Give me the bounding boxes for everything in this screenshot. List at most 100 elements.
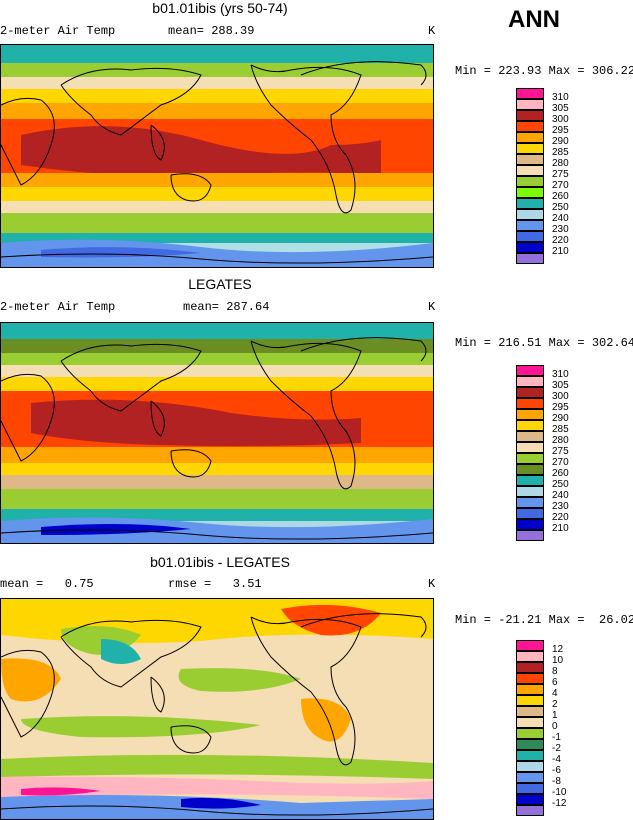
panel-2-swatch-0	[516, 365, 544, 376]
panel-2-mean: mean= 287.64	[183, 300, 270, 314]
panel-2-legend-label: 295	[552, 402, 569, 413]
panel-2-legend-label: 275	[552, 446, 569, 457]
panel-1-swatch-4	[516, 132, 544, 143]
panel-2-legend-label: 305	[552, 380, 569, 391]
panel-1-swatch-3	[516, 121, 544, 132]
panel-2-swatch-13	[516, 508, 544, 519]
panel-1-legend-label: 260	[552, 191, 569, 202]
panel-2-legend-label: 280	[552, 435, 569, 446]
panel-2-swatch-12	[516, 497, 544, 508]
panel-1-swatch-14	[516, 242, 544, 253]
panel-1-swatch-12	[516, 220, 544, 231]
panel-3-rmse: rmse = 3.51	[168, 577, 262, 591]
panel-3-units: K	[428, 577, 436, 591]
panel-3-legend-label: 1	[552, 710, 558, 721]
panel-2-swatch-14	[516, 519, 544, 530]
panel-3-legend-label: -6	[552, 765, 561, 776]
panel-3-legend-label: -4	[552, 754, 561, 765]
panel-3-swatch-15	[516, 805, 544, 816]
panel-1-legend-label: 285	[552, 147, 569, 158]
panel-2-swatch-10	[516, 475, 544, 486]
panel-2-legend-label: 230	[552, 501, 569, 512]
panel-3-swatch-8	[516, 728, 544, 739]
panel-3-swatch-11	[516, 761, 544, 772]
panel-3-legend-label: -1	[552, 732, 561, 743]
panel-3-legend-label: 4	[552, 688, 558, 699]
panel-2-legend: 310 305 300 295 290 285 280 275 270 260 …	[516, 365, 569, 541]
panel-1-swatch-6	[516, 154, 544, 165]
panel-3-legend: 12 10 8 6 4 2 1 0 -1 -2 -4 -6 -8 -10 -12	[516, 640, 566, 816]
panel-2-swatch-1	[516, 376, 544, 387]
panel-2-legend-label: 300	[552, 391, 569, 402]
panel-3-minmax: Min = -21.21 Max = 26.02	[455, 613, 633, 627]
panel-2-swatch-15	[516, 530, 544, 541]
panel-2-swatch-4	[516, 409, 544, 420]
panel-3-swatch-6	[516, 706, 544, 717]
panel-1-legend-label: 210	[552, 246, 569, 257]
panel-2-minmax: Min = 216.51 Max = 302.64	[455, 336, 633, 350]
season-label: ANN	[508, 6, 560, 33]
panel-2-swatch-7	[516, 442, 544, 453]
panel-1-variable-label: 2-meter Air Temp	[0, 24, 116, 38]
panel-3-legend-label: 6	[552, 677, 558, 688]
panel-1-mean: mean= 288.39	[168, 24, 255, 38]
panel-3-map-image	[1, 599, 433, 819]
panel-1-map-image	[1, 45, 433, 267]
panel-3-swatch-1	[516, 651, 544, 662]
panel-1-units: K	[428, 24, 436, 38]
panel-1-minmax: Min = 223.93 Max = 306.22	[455, 64, 633, 78]
panel-1-legend-label: 275	[552, 169, 569, 180]
panel-1-swatch-11	[516, 209, 544, 220]
panel-3-swatch-13	[516, 783, 544, 794]
panel-1-map	[0, 44, 434, 268]
panel-2-units: K	[428, 300, 436, 314]
panel-2-title: LEGATES	[188, 276, 252, 292]
panel-2-map	[0, 322, 434, 544]
panel-2-swatch-6	[516, 431, 544, 442]
panel-2-legend-label: 220	[552, 512, 569, 523]
panel-1-swatch-5	[516, 143, 544, 154]
panel-2-swatch-3	[516, 398, 544, 409]
panel-2-legend-label: 285	[552, 424, 569, 435]
panel-2-swatch-11	[516, 486, 544, 497]
panel-1-legend-label: 290	[552, 136, 569, 147]
panel-1-legend-label: 300	[552, 114, 569, 125]
panel-1-legend-label: 270	[552, 180, 569, 191]
panel-2-variable-label: 2-meter Air Temp	[0, 300, 116, 314]
panel-3-swatch-10	[516, 750, 544, 761]
panel-3-title: b01.01ibis - LEGATES	[150, 554, 290, 570]
panel-1-swatch-0	[516, 88, 544, 99]
panel-1-legend-label: 230	[552, 224, 569, 235]
panel-1-swatch-2	[516, 110, 544, 121]
panel-1-legend-label: 220	[552, 235, 569, 246]
panel-3-mean: mean = 0.75	[0, 577, 94, 591]
panel-3-swatch-3	[516, 673, 544, 684]
panel-1-swatch-7	[516, 165, 544, 176]
panel-2-legend-label: 290	[552, 413, 569, 424]
panel-3-swatch-4	[516, 684, 544, 695]
panel-2-legend-label: 260	[552, 468, 569, 479]
panel-3-swatch-14	[516, 794, 544, 805]
panel-1-swatch-13	[516, 231, 544, 242]
panel-1-swatch-10	[516, 198, 544, 209]
panel-2-legend-label: 250	[552, 479, 569, 490]
panel-3-swatch-7	[516, 717, 544, 728]
panel-3-map	[0, 598, 434, 820]
panel-1-swatch-9	[516, 187, 544, 198]
panel-2-legend-label: 240	[552, 490, 569, 501]
panel-3-swatch-9	[516, 739, 544, 750]
panel-1-legend-label: 295	[552, 125, 569, 136]
panel-2-legend-label: 210	[552, 523, 569, 534]
panel-3-swatch-0	[516, 640, 544, 651]
panel-3-legend-label: 12	[552, 644, 564, 655]
panel-1-title: b01.01ibis (yrs 50-74)	[152, 0, 288, 16]
panel-3-swatch-5	[516, 695, 544, 706]
panel-3-legend-label: -10	[552, 787, 567, 798]
panel-2-legend-label: 270	[552, 457, 569, 468]
panel-2-swatch-5	[516, 420, 544, 431]
panel-1-legend-label: 305	[552, 103, 569, 114]
panel-3-legend-label: 2	[552, 699, 558, 710]
panel-2-swatch-8	[516, 453, 544, 464]
panel-2-swatch-2	[516, 387, 544, 398]
panel-1-legend-label: 250	[552, 202, 569, 213]
